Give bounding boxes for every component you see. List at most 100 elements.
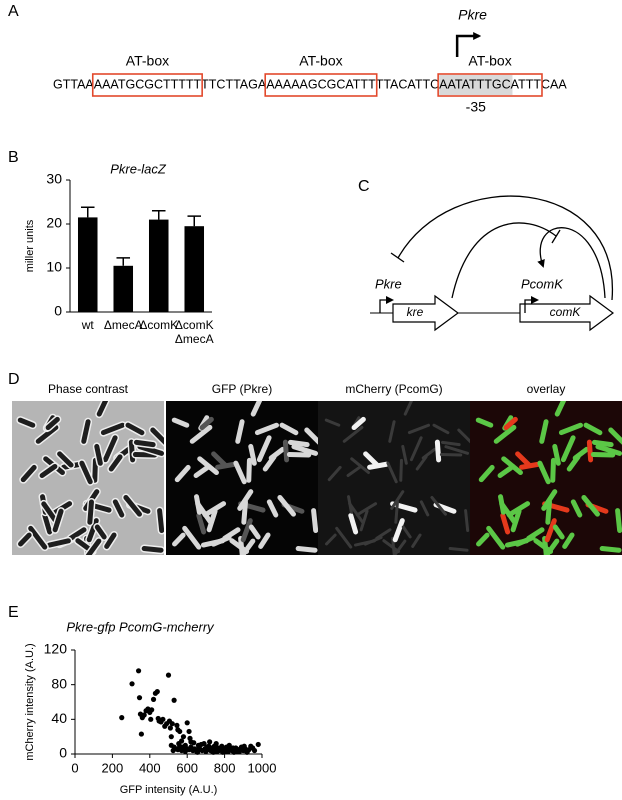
cell: [57, 451, 74, 468]
cell: [68, 527, 87, 541]
cell: [172, 532, 186, 547]
y-tick-label: 80: [51, 675, 67, 691]
promoter-arrow: [379, 296, 394, 313]
cell: [112, 499, 125, 518]
panel-label: A: [8, 3, 19, 20]
y-tick-label: 0: [59, 745, 67, 761]
cell: [189, 424, 213, 444]
cell: [409, 436, 423, 462]
cell: [327, 465, 342, 482]
cell: [174, 464, 191, 483]
point: [198, 741, 204, 748]
repression-bar: [390, 252, 405, 263]
cell: [150, 427, 164, 445]
cell: [311, 508, 318, 534]
point: [180, 734, 187, 740]
cell: [560, 435, 576, 463]
cell: [448, 547, 469, 552]
sequence-segment: TTACATTC: [376, 77, 439, 91]
cell: [287, 439, 310, 448]
gene-arrow: [519, 294, 615, 332]
cell: [137, 444, 164, 456]
cell: [199, 416, 214, 431]
image-title: overlay: [527, 382, 566, 396]
cell: [499, 501, 517, 525]
promoter-label: Pkre: [375, 276, 402, 291]
point: [174, 722, 180, 729]
cell: [353, 539, 376, 547]
cell: [503, 416, 518, 431]
point: [222, 748, 229, 755]
at-box-label: AT-box: [299, 53, 342, 69]
cell: [85, 538, 102, 555]
point: [241, 743, 247, 749]
cell: [552, 524, 565, 540]
bar: [148, 219, 169, 312]
point: [219, 743, 225, 749]
cell: [250, 401, 263, 417]
cell: [515, 451, 532, 468]
repression-arc: [451, 222, 557, 299]
cell: [346, 464, 363, 478]
at-box-frame: [264, 73, 378, 97]
cell: [52, 508, 64, 533]
x-tick-label: 1000: [248, 760, 277, 775]
y-tick-label: 40: [51, 710, 67, 726]
cell: [182, 525, 202, 550]
cell: [266, 499, 279, 518]
cell: [279, 422, 299, 436]
at-box-frame: [91, 73, 203, 97]
cell: [539, 419, 549, 444]
bar: [113, 265, 134, 312]
cell: [351, 416, 366, 431]
cell: [570, 499, 583, 518]
point: [186, 728, 192, 735]
point: [129, 681, 135, 687]
minus35-label: -35: [466, 99, 486, 115]
x-tick-label: 800: [214, 760, 236, 775]
cell: [399, 458, 403, 482]
cell: [211, 451, 228, 468]
cell: [246, 457, 252, 483]
cell: [510, 508, 522, 533]
cell: [196, 512, 207, 535]
point: [213, 741, 219, 747]
cell: [256, 435, 272, 463]
cell: [123, 494, 142, 517]
cell: [240, 518, 253, 543]
cell: [335, 526, 353, 549]
cell: [100, 422, 126, 436]
x-tick-label: ΔcomK ΔmecA: [174, 318, 214, 346]
cell: [45, 416, 60, 431]
cell: [17, 417, 36, 428]
cell: [46, 538, 71, 548]
promoter-label: PcomK: [521, 276, 564, 291]
cell: [195, 501, 213, 525]
cell: [348, 502, 364, 524]
point: [177, 728, 183, 735]
sequence-segment: AAAAAGCGCATTT: [266, 77, 376, 91]
cell: [92, 457, 98, 483]
panel-label: B: [8, 149, 19, 166]
chart-title: Pkre-gfp PcomG-mcherry: [66, 619, 215, 634]
point: [119, 715, 125, 721]
cell: [128, 439, 136, 463]
y-tick-label: 10: [46, 259, 62, 275]
micrograph: [166, 401, 318, 555]
cell: [87, 499, 94, 525]
x-tick-label: 400: [139, 760, 161, 775]
y-axis-label: mCherry intensity (A.U.): [24, 643, 36, 760]
cell: [386, 461, 398, 484]
micrograph: [12, 401, 164, 555]
cell: [526, 527, 545, 541]
cell: [558, 422, 584, 436]
point: [206, 743, 212, 749]
panel-label: E: [8, 604, 19, 621]
cell: [552, 443, 561, 466]
panel-label: C: [358, 178, 370, 195]
sequence-segment: AATATTTGCATTT: [439, 77, 541, 91]
point: [150, 696, 157, 703]
at-box-frame: [437, 73, 543, 97]
gene-label: kre: [407, 305, 424, 319]
point: [245, 747, 251, 754]
